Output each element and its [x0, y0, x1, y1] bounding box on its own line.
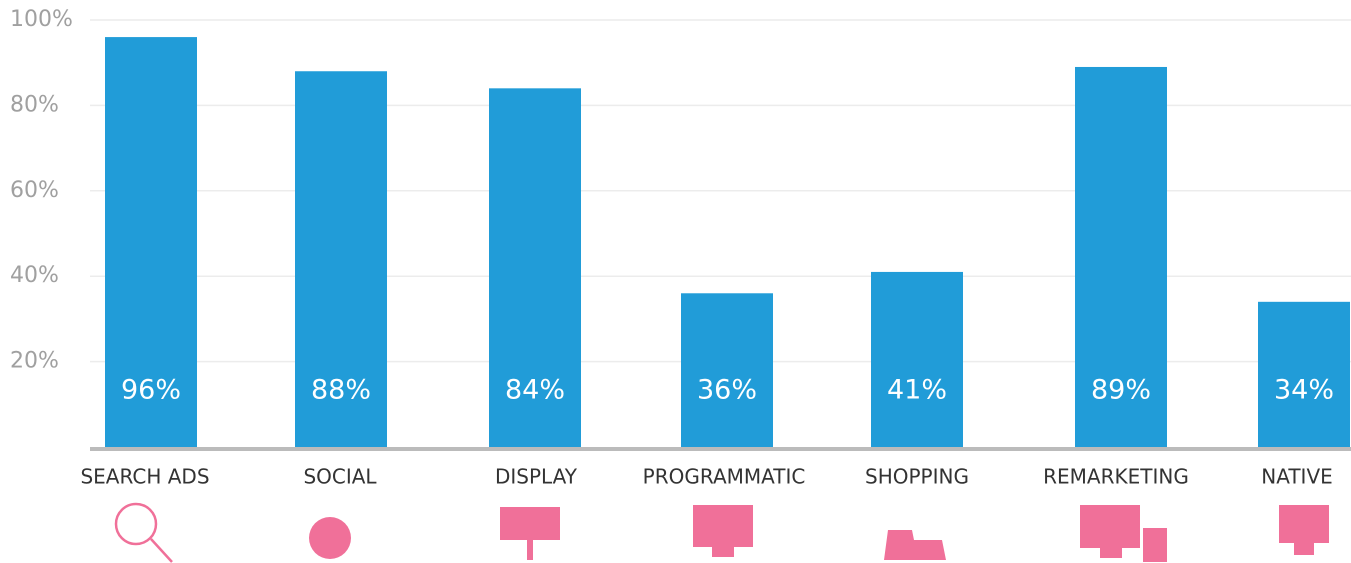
bar [489, 88, 581, 447]
native-icon [1279, 505, 1329, 543]
y-tick-label: 100% [10, 7, 73, 32]
value-label: 41% [887, 375, 947, 406]
y-tick-label: 20% [10, 349, 59, 374]
display-icon [500, 507, 560, 540]
icons [114, 502, 1329, 563]
remarketing-icon [1080, 505, 1140, 548]
bar [871, 271, 963, 447]
x-tick-label: SOCIAL [303, 465, 377, 489]
value-label: 84% [505, 375, 565, 406]
social-icon [309, 517, 351, 559]
bar [105, 37, 197, 447]
programmatic-icon [693, 505, 753, 547]
value-label: 96% [121, 375, 181, 406]
y-tick-label: 80% [10, 92, 59, 117]
bar [295, 71, 387, 448]
bar [1258, 301, 1350, 447]
search-icon [114, 502, 158, 546]
x-tick-label: NATIVE [1261, 465, 1333, 489]
display-icon-post [527, 540, 533, 560]
remarketing-icon-stand [1100, 548, 1122, 558]
search-icon-handle [150, 538, 173, 563]
bar [681, 293, 773, 447]
y-tick-label: 40% [10, 263, 59, 288]
x-tick-label: SEARCH ADS [80, 465, 209, 489]
x-tick-label: DISPLAY [495, 465, 578, 489]
value-label: 89% [1091, 375, 1151, 406]
remarketing-icon-phone [1143, 528, 1167, 562]
x-tick-label: REMARKETING [1043, 465, 1189, 489]
x-tick-label: SHOPPING [865, 465, 969, 489]
shopping-icon [884, 530, 946, 560]
programmatic-icon-stand [712, 547, 734, 557]
x-tick-label: PROGRAMMATIC [643, 465, 806, 489]
value-label: 88% [311, 375, 371, 406]
value-label: 36% [697, 375, 757, 406]
value-label: 34% [1274, 375, 1334, 406]
bar [1075, 66, 1167, 447]
y-tick-label: 60% [10, 178, 59, 203]
native-icon-stand [1294, 543, 1314, 555]
